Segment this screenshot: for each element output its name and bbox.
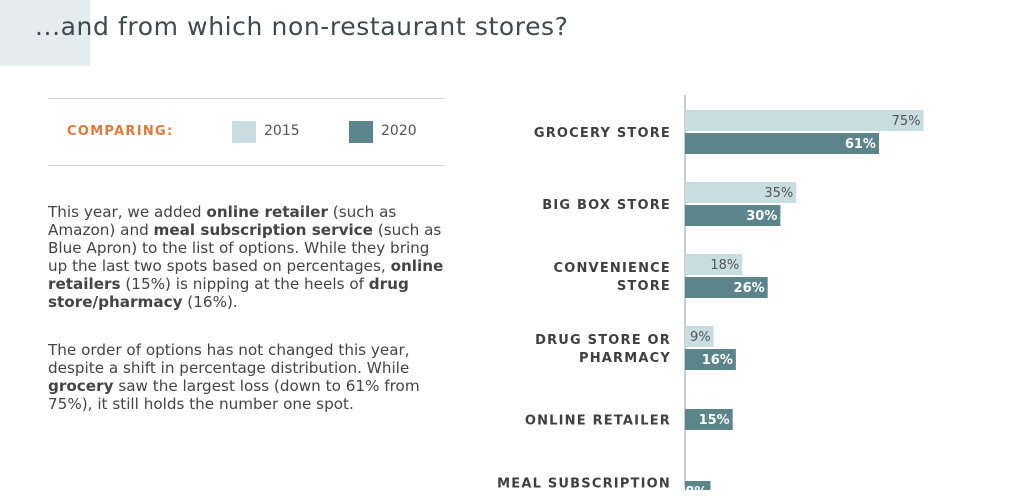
data-label-2020: 30% [746,209,777,224]
data-label-2015: 9% [690,330,711,345]
bar-2020 [685,409,733,430]
category-label: CONVENIENCE [553,261,671,276]
category-label: DRUG STORE OR [535,333,671,348]
bar-2020 [685,133,879,154]
data-label-2020: 8% [685,485,707,490]
text-run: saw the largest loss (down to 61% from 7… [48,377,420,413]
bar-2020 [685,277,768,298]
legend: COMPARING: 2015 2020 [48,98,444,166]
bar-2020 [685,481,711,490]
data-label-2020: 26% [734,281,765,296]
bold-phrase: grocery [48,377,114,395]
text-run: (16%). [182,293,238,311]
bar-2020 [685,349,736,370]
legend-swatch-2015 [232,121,256,143]
bar-2015 [685,326,714,347]
data-label-2020: 61% [845,137,876,152]
category-label: GROCERY STORE [534,126,671,141]
body-paragraph-2: The order of options has not changed thi… [48,341,448,413]
text-run: (15%) is nipping at the heels of [120,275,369,293]
bar-2020 [685,205,781,226]
data-label-2015: 75% [892,114,921,129]
legend-swatch-2020 [349,121,373,143]
text-run: (such as Blue Apron) to the list of opti… [48,221,442,275]
category-label: BIG BOX STORE [542,198,671,213]
category-label: PHARMACY [579,351,671,366]
data-label-2015: 35% [764,186,793,201]
legend-label-2015: 2015 [264,123,300,139]
data-label-2020: 15% [699,413,730,428]
data-label-2020: 16% [702,353,733,368]
bold-phrase: meal subscription service [153,221,373,239]
bar-chart: 75% 61% GROCERY STORE 35% 30% BIG BOX STORE 18… [497,95,924,491]
text-run: This year, we added [48,203,207,221]
text-run: (such as Amazon) and [48,203,397,239]
bold-phrase: drug store/pharmacy [48,275,409,311]
category-label: ONLINE RETAILER [525,414,671,429]
bar-2015 [685,110,924,131]
category-label: STORE [617,279,671,294]
page-title: ...and from which non-restaurant stores? [35,12,569,41]
text-run: The order of options has not changed thi… [48,341,410,377]
bold-phrase: online retailer [206,203,328,221]
body-paragraph-1: This year, we added online retailer (suc… [48,203,448,311]
bold-phrase: online retailers [48,257,444,293]
legend-comparing-label: COMPARING: [67,124,174,139]
legend-label-2020: 2020 [381,123,417,139]
corner-accent [0,0,90,66]
data-label-2015: 18% [710,258,739,273]
bar-2015 [685,254,743,275]
category-label: MEAL SUBSCRIPTION [497,477,671,491]
bar-2015 [685,182,797,203]
